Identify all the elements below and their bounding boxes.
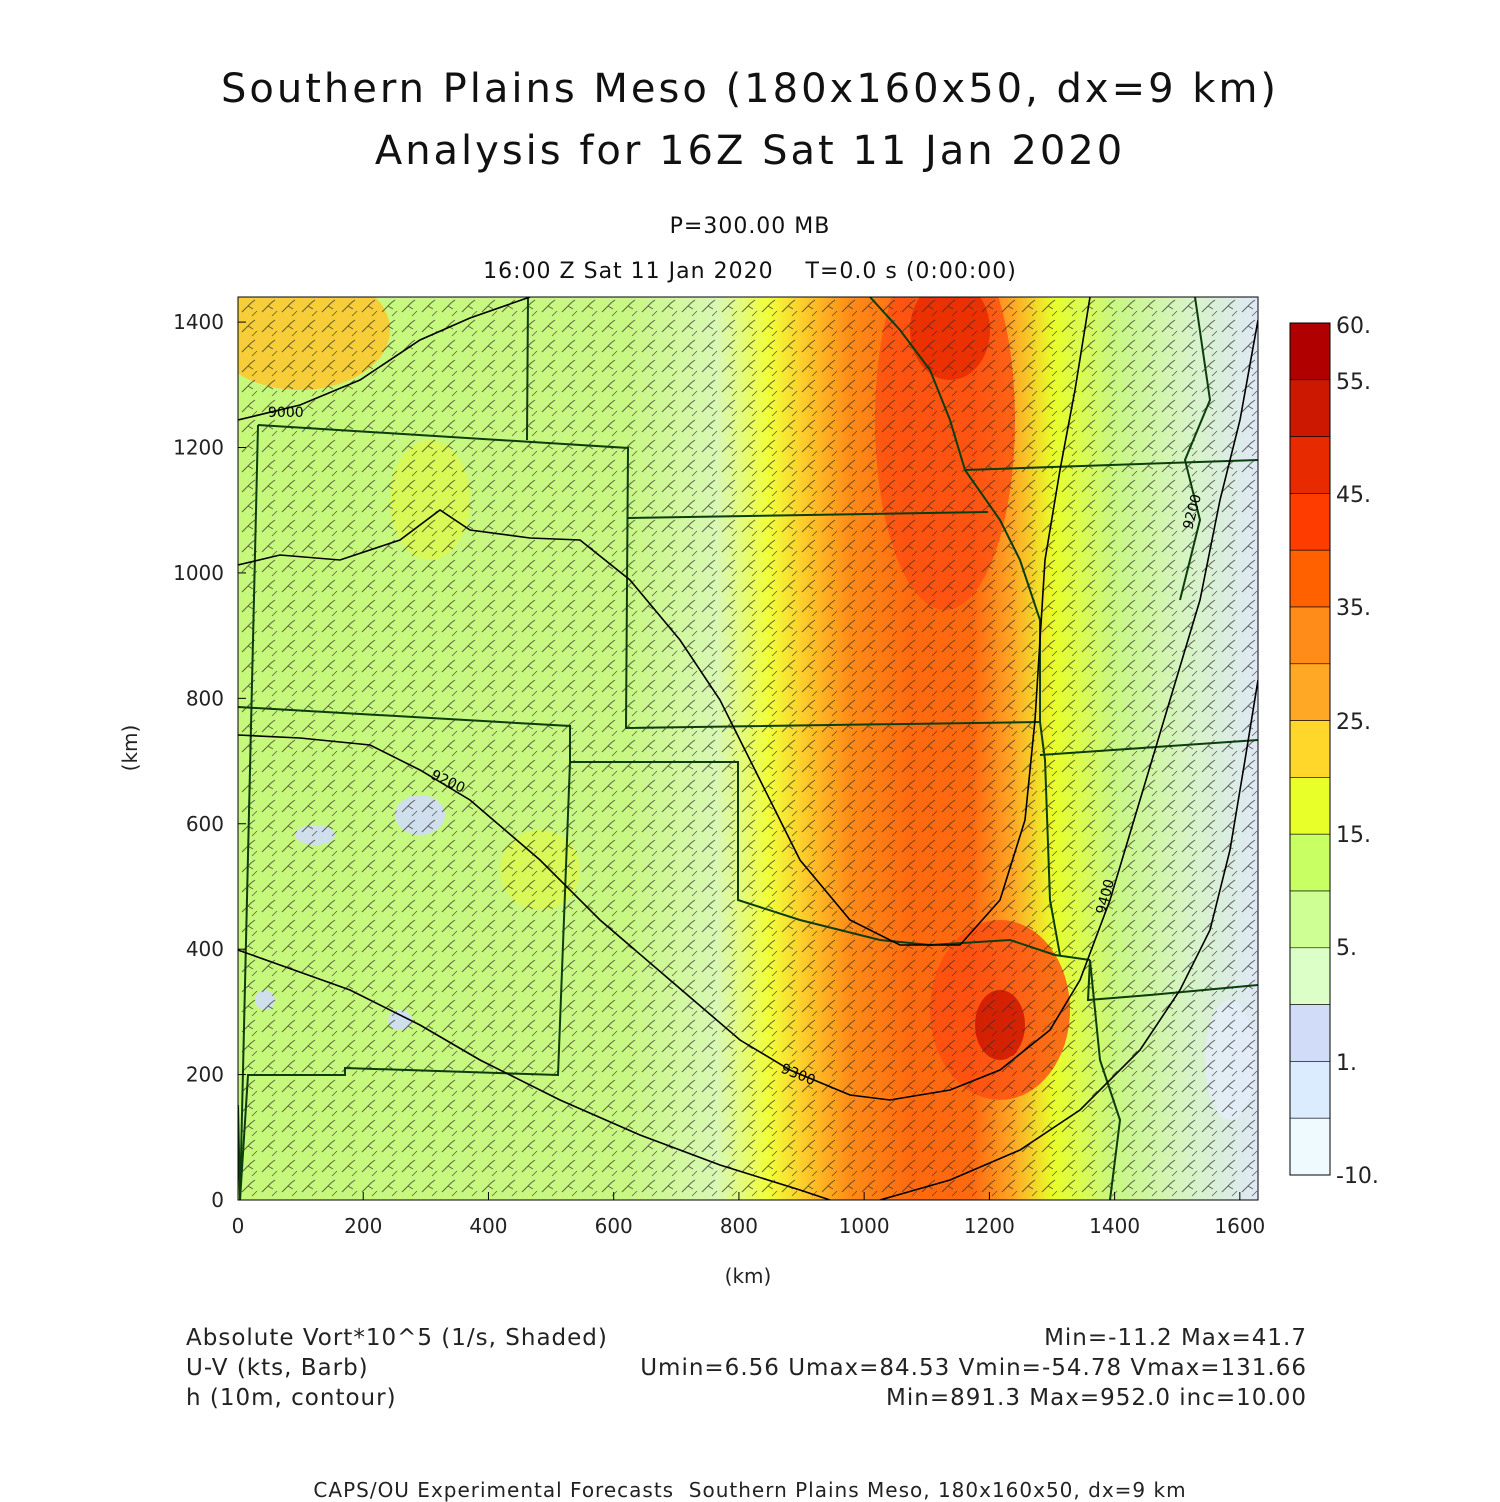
colorbar-swatch	[1289, 833, 1331, 892]
colorbar-swatch	[1289, 1004, 1331, 1062]
x-tick-label: 600	[595, 1214, 633, 1238]
legend-vorticity-range: Min=-11.2 Max=41.7	[1044, 1325, 1307, 1351]
colorbar-swatch	[1289, 947, 1331, 1005]
colorbar-swatch	[1289, 322, 1331, 381]
colorbar-swatch	[1289, 1117, 1331, 1176]
x-tick-label: 1600	[1214, 1214, 1265, 1238]
colorbar-swatch	[1289, 379, 1331, 437]
colorbar-label: 45.	[1336, 483, 1371, 508]
colorbar-swatch	[1289, 606, 1331, 665]
x-tick-label: 800	[720, 1214, 758, 1238]
chart-subtitle: Analysis for 16Z Sat 11 Jan 2020	[374, 128, 1126, 174]
y-tick-label: 1400	[173, 310, 224, 334]
legend-height-label: h (10m, contour)	[186, 1385, 397, 1411]
pressure-level: P=300.00 MB	[669, 214, 831, 239]
x-tick-label: 400	[469, 1214, 507, 1238]
y-tick-label: 600	[186, 812, 224, 836]
colorbar-label: 15.	[1336, 823, 1371, 848]
colorbar-label: 25.	[1336, 710, 1371, 735]
colorbar-swatch	[1289, 663, 1331, 721]
wind-barbs	[238, 297, 1258, 1200]
x-tick-label: 200	[344, 1214, 382, 1238]
axes: 0 200 400 600 800 1000 1200 1400 1600 0 200 400 600 8…	[173, 310, 1265, 1238]
y-tick-label: 800	[186, 686, 224, 710]
colorbar-swatch	[1289, 493, 1331, 551]
footer-credit: CAPS/OU Experimental Forecasts Southern …	[313, 1478, 1187, 1502]
y-tick-label: 1000	[173, 561, 224, 585]
colorbar: 60. 55. 45. 35. 25. 15. 5. 1. -10.	[1289, 314, 1379, 1189]
legend-wind-range: Umin=6.56 Umax=84.53 Vmin=-54.78 Vmax=13…	[640, 1355, 1307, 1381]
height-contours	[238, 297, 1258, 1200]
vorticity-shading: 9000 9200 9300 9400 9200	[238, 297, 1258, 1200]
chart-title: Southern Plains Meso (180x160x50, dx=9 k…	[220, 66, 1280, 112]
colorbar-label: 1.	[1336, 1051, 1357, 1076]
colorbar-label: 55.	[1336, 370, 1371, 395]
state-boundaries	[238, 297, 1258, 1200]
colorbar-label: 60.	[1336, 314, 1371, 339]
colorbar-frame	[1289, 322, 1331, 1176]
y-axis-label: (km)	[118, 725, 142, 772]
x-tick-label: 1400	[1089, 1214, 1140, 1238]
y-tick-label: 1200	[173, 436, 224, 460]
colorbar-label: 35.	[1336, 596, 1371, 621]
valid-time: 16:00 Z Sat 11 Jan 2020 T=0.0 s (0:00:00…	[483, 259, 1017, 284]
plot-frame	[237, 296, 1259, 1201]
colorbar-label: 5.	[1336, 936, 1357, 961]
x-tick-label: 1200	[964, 1214, 1015, 1238]
map-figure: 9000 9200 9300 9400 9200 0 200 400 600 800 10…	[118, 296, 1379, 1288]
colorbar-swatch	[1289, 549, 1331, 608]
legend-wind-label: U-V (kts, Barb)	[186, 1355, 369, 1381]
y-tick-label: 200	[186, 1063, 224, 1087]
y-tick-label: 0	[211, 1188, 224, 1212]
colorbar-swatch	[1289, 436, 1331, 494]
colorbar-swatch	[1289, 890, 1331, 949]
y-tick-label: 400	[186, 937, 224, 961]
contour-label: 9000	[268, 405, 304, 421]
x-tick-label: 1000	[839, 1214, 890, 1238]
colorbar-label: -10.	[1336, 1164, 1379, 1189]
legend-height-range: Min=891.3 Max=952.0 inc=10.00	[886, 1385, 1307, 1411]
legend-vorticity-label: Absolute Vort*10^5 (1/s, Shaded)	[186, 1325, 608, 1351]
x-axis-label: (km)	[725, 1264, 772, 1288]
colorbar-swatch	[1289, 777, 1331, 835]
colorbar-swatch	[1289, 1061, 1331, 1119]
colorbar-swatch	[1289, 720, 1331, 778]
x-tick-label: 0	[232, 1214, 245, 1238]
